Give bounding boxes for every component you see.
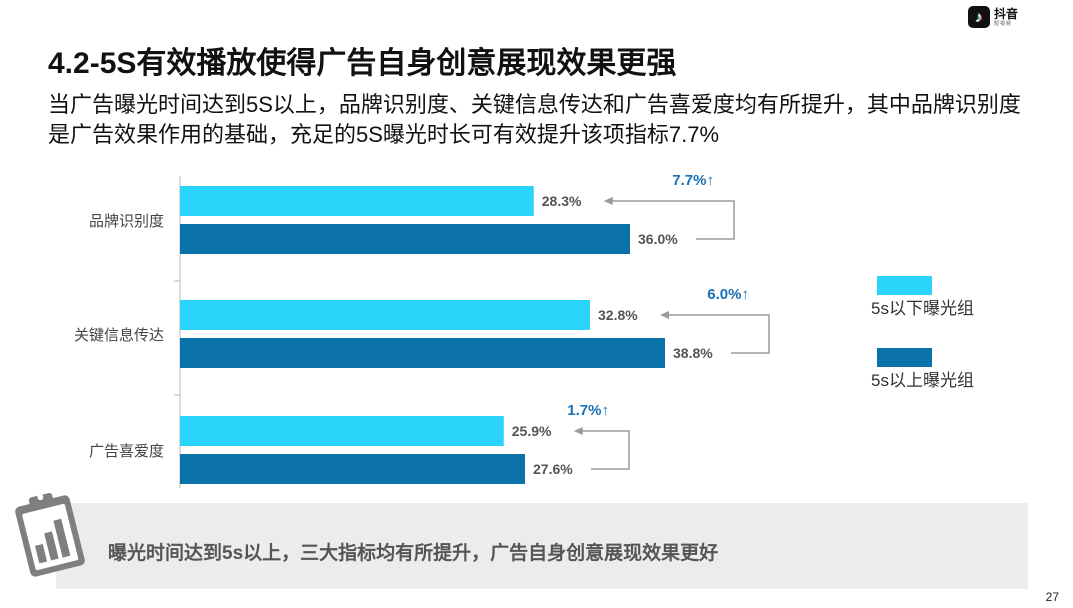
summary-box: 曝光时间达到5s以上，三大指标均有所提升，广告自身创意展现效果更好 xyxy=(56,503,1028,589)
comparison-bracket xyxy=(668,314,770,354)
douyin-logo-text: 抖音 短视频 xyxy=(994,8,1018,27)
comparison-arrowhead xyxy=(603,197,613,205)
page-title: 4.2-5S有效播放使得广告自身创意展现效果更强 xyxy=(48,47,677,80)
legend-label: 5s以上曝光组 xyxy=(871,371,974,390)
bar-value-label: 27.6% xyxy=(533,461,573,477)
bar-below-5s xyxy=(180,186,534,216)
legend-swatch-above-5s xyxy=(877,348,932,367)
category-label: 关键信息传达 xyxy=(74,327,164,344)
summary-text: 曝光时间达到5s以上，三大指标均有所提升，广告自身创意展现效果更好 xyxy=(108,543,719,564)
douyin-logo-icon: ♪ xyxy=(968,6,990,28)
difference-label: 1.7%↑ xyxy=(567,402,609,419)
category-label: 广告喜爱度 xyxy=(89,443,164,460)
bar-value-label: 32.8% xyxy=(598,307,638,323)
difference-label: 6.0%↑ xyxy=(707,286,749,303)
bar-below-5s xyxy=(180,416,504,446)
bar-value-label: 38.8% xyxy=(673,345,713,361)
bar-value-label: 28.3% xyxy=(542,193,582,209)
bar-above-5s xyxy=(180,338,665,368)
bar-below-5s xyxy=(180,300,590,330)
bar-value-label: 36.0% xyxy=(638,231,678,247)
bar-above-5s xyxy=(180,224,630,254)
page-number: 27 xyxy=(1045,590,1059,604)
difference-label: 7.7%↑ xyxy=(672,172,714,189)
douyin-logo: ♪ 抖音 短视频 xyxy=(968,4,1048,30)
bar-above-5s xyxy=(180,454,525,484)
clipboard-chart-icon xyxy=(15,492,85,577)
legend-label: 5s以下曝光组 xyxy=(871,299,974,318)
comparison-bracket xyxy=(581,430,630,470)
legend-swatch-below-5s xyxy=(877,276,932,295)
comparison-bracket xyxy=(611,200,735,240)
page-subtitle: 当广告曝光时间达到5S以上，品牌识别度、关键信息传达和广告喜爱度均有所提升，其中… xyxy=(48,92,1021,147)
category-label: 品牌识别度 xyxy=(89,213,164,230)
logo-name: 抖音 xyxy=(994,6,1019,21)
comparison-arrowhead xyxy=(573,427,583,435)
comparison-arrowhead xyxy=(660,311,669,319)
logo-sub: 短视频 xyxy=(994,20,1013,27)
bar-value-label: 25.9% xyxy=(512,423,552,439)
